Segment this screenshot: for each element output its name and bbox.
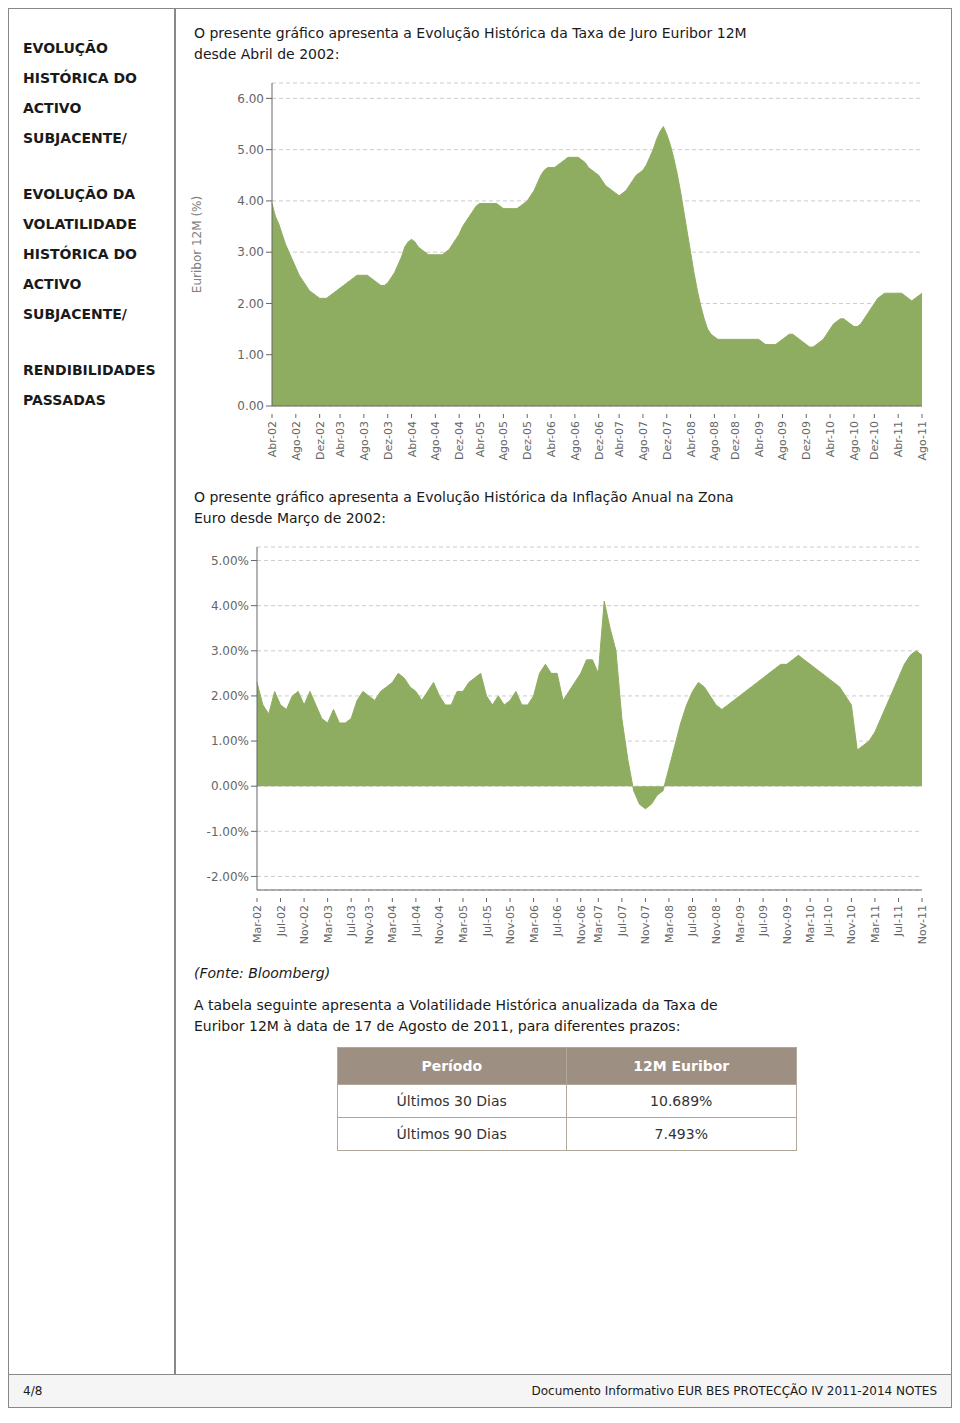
html-text:ACTIVO: ACTIVO <box>23 100 82 116</box>
svg-text:Abr-02: Abr-02 <box>266 421 279 457</box>
html-text:SUBJACENTE/: SUBJACENTE/ <box>23 130 127 146</box>
svg-text:5.00: 5.00 <box>237 143 264 157</box>
svg-text:Nov-06: Nov-06 <box>575 905 588 944</box>
svg-text:Abr-05: Abr-05 <box>474 421 487 457</box>
html-text:12M Euribor: 12M Euribor <box>633 1058 730 1074</box>
svg-text:Nov-10: Nov-10 <box>845 905 858 944</box>
html-text:EVOLUÇÃO DA: EVOLUÇÃO DA <box>23 186 136 202</box>
svg-text:Dez-06: Dez-06 <box>593 421 606 460</box>
svg-text:Dez-05: Dez-05 <box>521 421 534 460</box>
html-text:EVOLUÇÃO: EVOLUÇÃO <box>23 40 108 56</box>
html-text:RENDIBILIDADES: RENDIBILIDADES <box>23 362 156 378</box>
svg-text:Nov-08: Nov-08 <box>710 905 723 944</box>
svg-text:Ago-06: Ago-06 <box>569 421 582 460</box>
html-text:HISTÓRICA DO: HISTÓRICA DO <box>23 70 137 86</box>
svg-text:1.00: 1.00 <box>237 348 264 362</box>
svg-text:Dez-02: Dez-02 <box>314 421 327 460</box>
svg-text:Nov-05: Nov-05 <box>504 905 517 944</box>
html-text:HISTÓRICA DO: HISTÓRICA DO <box>23 246 137 262</box>
html-text:7.493%: 7.493% <box>654 1126 708 1142</box>
svg-text:Abr-06: Abr-06 <box>545 421 558 457</box>
html-text:Últimos 30 Dias: Últimos 30 Dias <box>396 1093 507 1109</box>
svg-text:Ago-08: Ago-08 <box>708 421 721 460</box>
svg-text:Jul-09: Jul-09 <box>757 905 770 937</box>
svg-text:Abr-11: Abr-11 <box>892 421 905 457</box>
svg-text:2.00%: 2.00% <box>211 689 249 703</box>
svg-text:Abr-07: Abr-07 <box>613 421 626 457</box>
svg-text:Jul-07: Jul-07 <box>616 905 629 937</box>
svg-text:Nov-07: Nov-07 <box>639 905 652 944</box>
svg-text:Jul-05: Jul-05 <box>481 905 494 937</box>
svg-text:Dez-08: Dez-08 <box>729 421 742 460</box>
svg-text:3.00%: 3.00% <box>211 644 249 658</box>
svg-text:Mar-02: Mar-02 <box>251 905 264 943</box>
svg-text:Nov-03: Nov-03 <box>363 905 376 944</box>
svg-text:Abr-03: Abr-03 <box>334 421 347 457</box>
svg-text:6.00: 6.00 <box>237 92 264 106</box>
svg-text:Jul-10: Jul-10 <box>822 905 835 937</box>
svg-text:Ago-10: Ago-10 <box>848 421 861 460</box>
svg-text:Mar-07: Mar-07 <box>592 905 605 943</box>
html-text:ACTIVO: ACTIVO <box>23 276 82 292</box>
svg-text:-1.00%: -1.00% <box>207 825 249 839</box>
html-text:4/8: 4/8 <box>23 1384 43 1398</box>
svg-text:Dez-04: Dez-04 <box>453 421 466 460</box>
svg-text:Dez-07: Dez-07 <box>661 421 674 460</box>
svg-text:Abr-08: Abr-08 <box>685 421 698 457</box>
svg-text:Nov-09: Nov-09 <box>781 905 794 944</box>
svg-text:Ago-02: Ago-02 <box>290 421 303 460</box>
svg-text:Ago-07: Ago-07 <box>637 421 650 460</box>
svg-text:0.00%: 0.00% <box>211 779 249 793</box>
svg-text:Jul-02: Jul-02 <box>275 905 288 937</box>
svg-text:1.00%: 1.00% <box>211 734 249 748</box>
svg-text:4.00: 4.00 <box>237 194 264 208</box>
svg-text:Jul-03: Jul-03 <box>345 905 358 937</box>
svg-text:Jul-04: Jul-04 <box>410 905 423 937</box>
svg-text:Mar-06: Mar-06 <box>528 905 541 943</box>
svg-text:Ago-03: Ago-03 <box>358 421 371 460</box>
svg-text:0.00: 0.00 <box>237 399 264 413</box>
svg-text:Jul-06: Jul-06 <box>551 905 564 937</box>
svg-text:Jul-11: Jul-11 <box>892 905 905 937</box>
html-text:Período: Período <box>421 1058 483 1074</box>
svg-text:Abr-10: Abr-10 <box>824 421 837 457</box>
html-text:(Fonte: Bloomberg): (Fonte: Bloomberg) <box>194 965 331 981</box>
html-text:Documento Informativo EUR BES: Documento Informativo EUR BES PROTECÇÃO … <box>531 1384 937 1398</box>
svg-text:5.00%: 5.00% <box>211 554 249 568</box>
svg-text:2.00: 2.00 <box>237 297 264 311</box>
svg-text:Mar-11: Mar-11 <box>869 905 882 943</box>
html-text:O presente gráfico apresenta a: O presente gráfico apresenta a Evolução … <box>194 489 734 526</box>
svg-text:Mar-10: Mar-10 <box>804 905 817 943</box>
svg-text:-2.00%: -2.00% <box>207 870 249 884</box>
svg-text:Mar-03: Mar-03 <box>322 905 335 943</box>
svg-text:Jul-08: Jul-08 <box>686 905 699 937</box>
svg-text:Nov-11: Nov-11 <box>916 905 929 944</box>
svg-text:Dez-03: Dez-03 <box>382 421 395 460</box>
svg-text:Ago-11: Ago-11 <box>916 421 929 460</box>
svg-text:Ago-04: Ago-04 <box>429 421 442 460</box>
svg-text:4.00%: 4.00% <box>211 599 249 613</box>
html-text:Últimos 90 Dias: Últimos 90 Dias <box>396 1126 507 1142</box>
svg-text:Mar-05: Mar-05 <box>457 905 470 943</box>
svg-text:Nov-04: Nov-04 <box>433 905 446 944</box>
html-text:VOLATILIDADE: VOLATILIDADE <box>23 216 137 232</box>
svg-text:Nov-02: Nov-02 <box>298 905 311 944</box>
svg-text:Euribor 12M (%): Euribor 12M (%) <box>190 196 204 293</box>
svg-text:3.00: 3.00 <box>237 245 264 259</box>
html-text:O presente gráfico apresenta a: O presente gráfico apresenta a Evolução … <box>194 25 747 62</box>
svg-text:Abr-09: Abr-09 <box>753 421 766 457</box>
html-text:PASSADAS: PASSADAS <box>23 392 106 408</box>
svg-text:Mar-04: Mar-04 <box>386 905 399 943</box>
svg-text:Abr-04: Abr-04 <box>406 421 419 457</box>
svg-text:Ago-09: Ago-09 <box>776 421 789 460</box>
svg-text:Mar-09: Mar-09 <box>734 905 747 943</box>
svg-text:Dez-10: Dez-10 <box>868 421 881 460</box>
html-text:A tabela seguinte apresenta a: A tabela seguinte apresenta a Volatilida… <box>194 997 718 1034</box>
svg-text:Dez-09: Dez-09 <box>800 421 813 460</box>
svg-text:Mar-08: Mar-08 <box>663 905 676 943</box>
svg-text:Ago-05: Ago-05 <box>497 421 510 460</box>
html-text:SUBJACENTE/: SUBJACENTE/ <box>23 306 127 322</box>
html-text:10.689%: 10.689% <box>650 1093 713 1109</box>
